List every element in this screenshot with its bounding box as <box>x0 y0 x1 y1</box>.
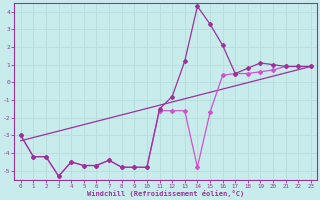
X-axis label: Windchill (Refroidissement éolien,°C): Windchill (Refroidissement éolien,°C) <box>87 190 244 197</box>
